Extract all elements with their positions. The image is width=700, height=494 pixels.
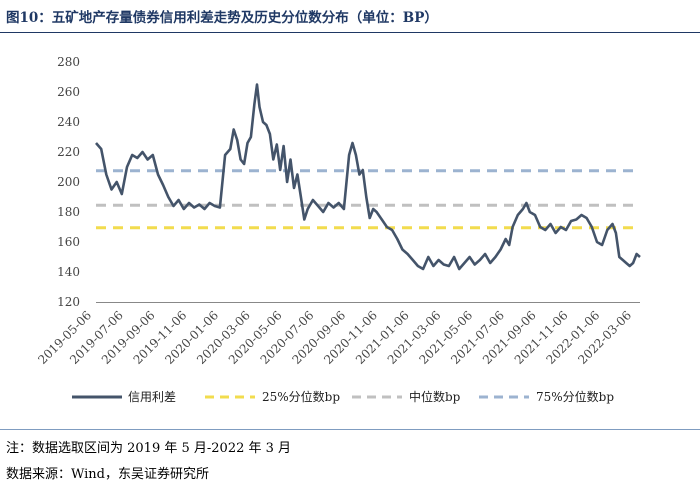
y-tick-label: 260 <box>57 85 80 99</box>
data-note: 注：数据选取区间为 2019 年 5 月-2022 年 3 月 <box>6 441 292 456</box>
series-layer <box>95 83 641 271</box>
figure-title: 图10：五矿地产存量债券信用利差走势及历史分位数分布（单位：BP） <box>6 10 438 26</box>
legend-label: 25%分位数bp <box>262 389 340 404</box>
y-tick-label: 280 <box>57 55 80 69</box>
y-tick-label: 180 <box>57 205 80 219</box>
y-tick-label: 160 <box>57 235 80 249</box>
spread-series-line <box>95 83 641 271</box>
y-tick-label: 120 <box>57 295 80 309</box>
y-tick-label: 140 <box>57 265 80 279</box>
legend-label: 75%分位数bp <box>536 389 614 404</box>
footer-divider <box>0 429 700 430</box>
chart-axes: 1201401601802002202402602802019-05-06201… <box>35 55 640 367</box>
title-divider <box>0 32 700 33</box>
chart-legend: 信用利差 25%分位数bp 中位数bp 75%分位数bp <box>72 389 614 404</box>
data-source: 数据来源：Wind，东吴证券研究所 <box>6 467 209 482</box>
legend-label: 中位数bp <box>409 389 461 404</box>
y-tick-label: 240 <box>57 115 80 129</box>
y-tick-label: 220 <box>57 145 80 159</box>
y-tick-label: 200 <box>57 175 80 189</box>
spread-chart: 1201401601802002202402602802019-05-06201… <box>35 55 641 404</box>
legend-label: 信用利差 <box>128 390 176 404</box>
